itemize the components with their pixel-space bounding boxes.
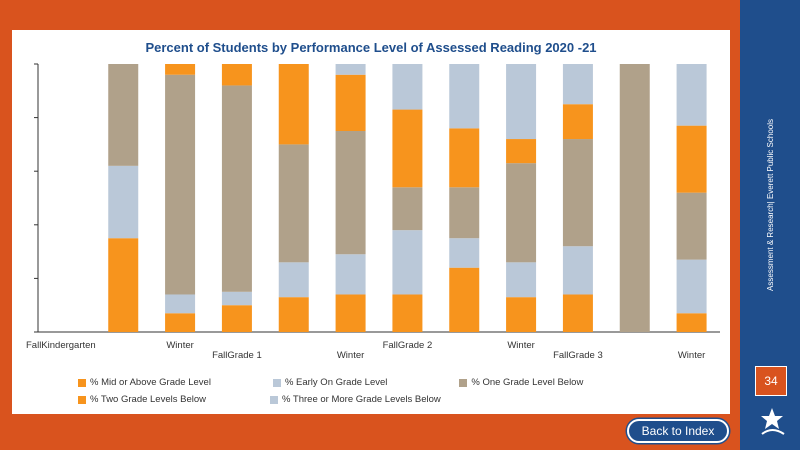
legend-label: % Early On Grade Level: [284, 377, 388, 388]
x-tick-label: Winter: [337, 350, 364, 361]
x-tick-label: Winter: [678, 350, 705, 361]
bar-segment: [108, 238, 139, 332]
bar-segment: [449, 267, 480, 332]
bar-segment: [335, 64, 366, 75]
bar-segment: [278, 64, 309, 145]
side-caption-text: Assessment & Research| Everett Public Sc…: [765, 119, 775, 291]
bar-segment: [278, 144, 309, 263]
bar-segment: [562, 246, 593, 295]
bar-segment: [165, 313, 196, 332]
legend-swatch: [270, 395, 278, 404]
legend-swatch: [78, 395, 86, 404]
legend-label: % Three or More Grade Levels Below: [282, 394, 441, 405]
bar-segment: [392, 294, 423, 332]
side-caption: Assessment & Research| Everett Public Sc…: [747, 60, 793, 350]
bar-segment: [619, 64, 650, 332]
bar-segment: [506, 262, 537, 298]
bar-segment: [335, 254, 366, 295]
x-tick-label: Winter: [166, 340, 193, 351]
x-tick-label: FallGrade 2: [383, 340, 433, 351]
stacked-bar-chart: FallKindergarten Winter FallGrade 1 Winter F…: [26, 63, 720, 361]
bar-segment: [335, 131, 366, 255]
legend-entry-three-or-more-below: % Three or More Grade Levels Below: [270, 394, 441, 405]
page-number: 34: [764, 374, 778, 388]
x-tick-labels: FallKindergarten Winter FallGrade 1 Winter F…: [26, 340, 705, 361]
bar-segment: [278, 262, 309, 298]
legend-label: % One Grade Level Below: [471, 377, 584, 388]
bar-segment: [392, 230, 423, 295]
x-tick-label: FallGrade 3: [553, 350, 603, 361]
slide-panel: Percent of Students by Performance Level…: [12, 30, 730, 414]
chart-title: Percent of Students by Performance Level…: [145, 40, 597, 55]
bar-segment: [335, 294, 366, 332]
bar-segment: [165, 74, 196, 295]
bar-segment: [676, 64, 707, 126]
bar-segment: [221, 64, 252, 86]
bar-segment: [676, 192, 707, 260]
x-tick-label: FallGrade 1: [212, 350, 262, 361]
bars-layer: [108, 64, 707, 332]
x-tick-label: Winter: [507, 340, 534, 351]
bar-segment: [221, 85, 252, 292]
bar-segment: [449, 238, 480, 268]
bar-segment: [676, 125, 707, 193]
bar-segment: [562, 139, 593, 247]
page-number-badge: 34: [755, 366, 787, 396]
legend-entry-one-below: % One Grade Level Below: [459, 377, 583, 388]
axes-layer: [34, 63, 720, 333]
bar-segment: [506, 139, 537, 164]
back-to-index-button[interactable]: Back to Index: [627, 419, 729, 443]
legend-row-2: % Two Grade Levels Below % Three or More…: [78, 394, 453, 405]
bar-segment: [221, 291, 252, 306]
bar-segment: [676, 313, 707, 332]
legend-swatch: [459, 378, 468, 387]
x-tick-label: FallKindergarten: [26, 340, 96, 351]
bar-segment: [392, 109, 423, 188]
legend-entry-two-below: % Two Grade Levels Below: [78, 394, 206, 405]
legend-label: % Two Grade Levels Below: [90, 394, 206, 405]
legend-swatch: [272, 378, 281, 387]
legend-entry-mid-or-above: % Mid or Above Grade Level: [78, 377, 211, 388]
bar-segment: [449, 187, 480, 239]
legend-entry-early-on: % Early On Grade Level: [272, 377, 388, 388]
bar-segment: [506, 297, 537, 332]
bar-segment: [392, 187, 423, 231]
bar-segment: [449, 128, 480, 188]
bar-segment: [108, 165, 139, 239]
bar-segment: [449, 64, 480, 129]
bar-segment: [562, 104, 593, 140]
legend-row-1: % Mid or Above Grade Level % Early On Gr…: [78, 377, 595, 388]
bar-segment: [335, 74, 366, 131]
bar-segment: [506, 64, 537, 140]
bar-segment: [221, 305, 252, 332]
bar-segment: [278, 297, 309, 332]
bar-segment: [562, 64, 593, 105]
bar-segment: [165, 294, 196, 314]
bar-segment: [392, 64, 423, 110]
bar-segment: [506, 163, 537, 263]
legend-swatch: [78, 378, 86, 387]
school-mascot-logo-icon: [761, 408, 785, 435]
bar-segment: [676, 259, 707, 314]
bar-segment: [562, 294, 593, 332]
bar-segment: [108, 64, 139, 166]
legend-label: % Mid or Above Grade Level: [90, 377, 211, 388]
bar-segment: [165, 64, 196, 75]
